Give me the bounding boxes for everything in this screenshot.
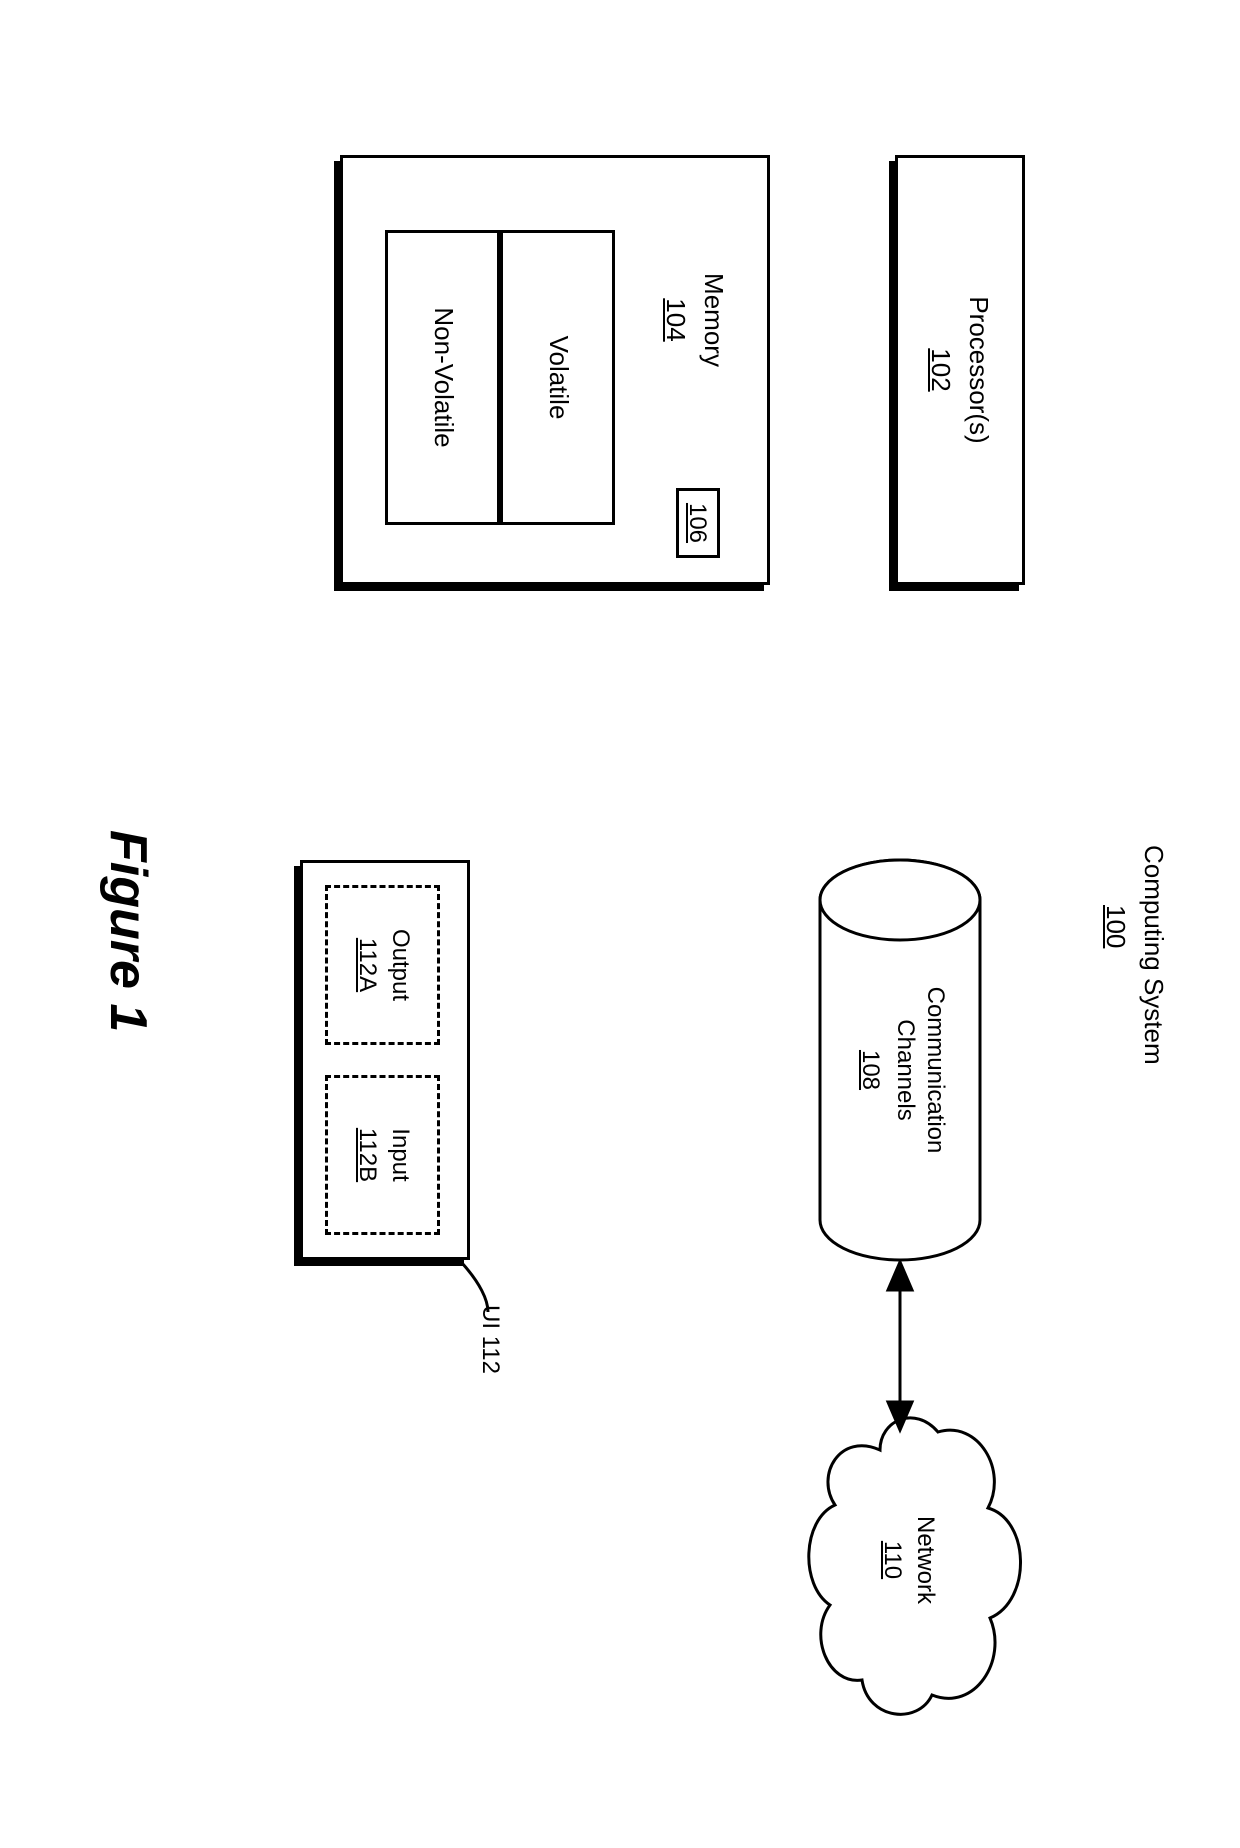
diagram-canvas: Computing System 100 Processor(s) 102 Me…	[0, 0, 1240, 1848]
network-label: Network	[910, 1460, 940, 1660]
comm-label-1: Communication	[920, 920, 950, 1220]
comm-label-2: Channels	[890, 920, 920, 1220]
ui-callout-curve	[462, 1263, 488, 1312]
arrow-comm-network	[888, 1262, 912, 1430]
svg-overlay	[0, 0, 1240, 1848]
network-ref: 110	[877, 1460, 907, 1660]
comm-ref: 108	[855, 920, 885, 1220]
